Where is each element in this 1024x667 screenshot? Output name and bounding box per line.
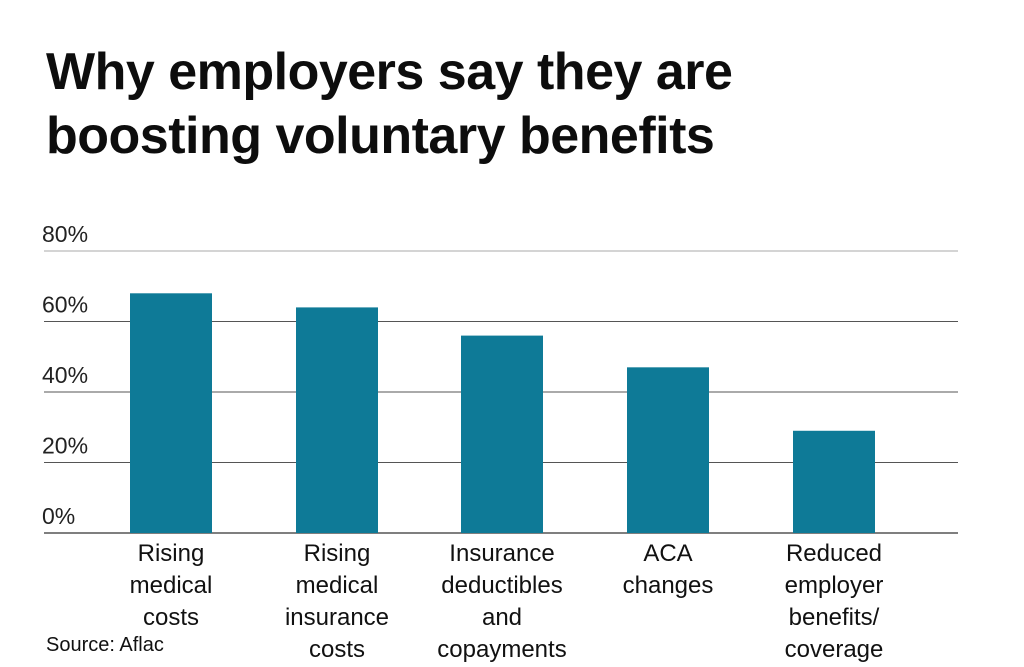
y-tick-label: 40% xyxy=(42,362,88,388)
x-category-label: ACA changes xyxy=(623,540,714,599)
chart-title: Why employers say they are boosting volu… xyxy=(46,43,733,165)
x-axis-labels: Rising medical costs Rising medical insurance… xyxy=(130,540,884,663)
x-category-label: Rising medical insurance costs xyxy=(285,540,389,663)
y-tick-label: 60% xyxy=(42,292,88,318)
x-category-label: Insurance deductibles and copayments xyxy=(437,540,566,663)
bars xyxy=(130,293,875,533)
y-tick-label: 80% xyxy=(42,221,88,247)
bar xyxy=(627,367,709,533)
bar xyxy=(296,307,378,533)
bar xyxy=(793,430,875,533)
y-axis-ticks: 0% 20% 40% 60% 80% xyxy=(42,221,88,529)
bar xyxy=(130,293,212,533)
y-tick-label: 0% xyxy=(42,503,75,529)
x-category-label: Rising medical costs xyxy=(130,540,213,631)
source-note: Source: Aflac xyxy=(46,634,164,656)
bar xyxy=(461,335,543,533)
y-tick-label: 20% xyxy=(42,433,88,459)
x-category-label: Reduced employer benefits/coverage xyxy=(785,540,884,663)
